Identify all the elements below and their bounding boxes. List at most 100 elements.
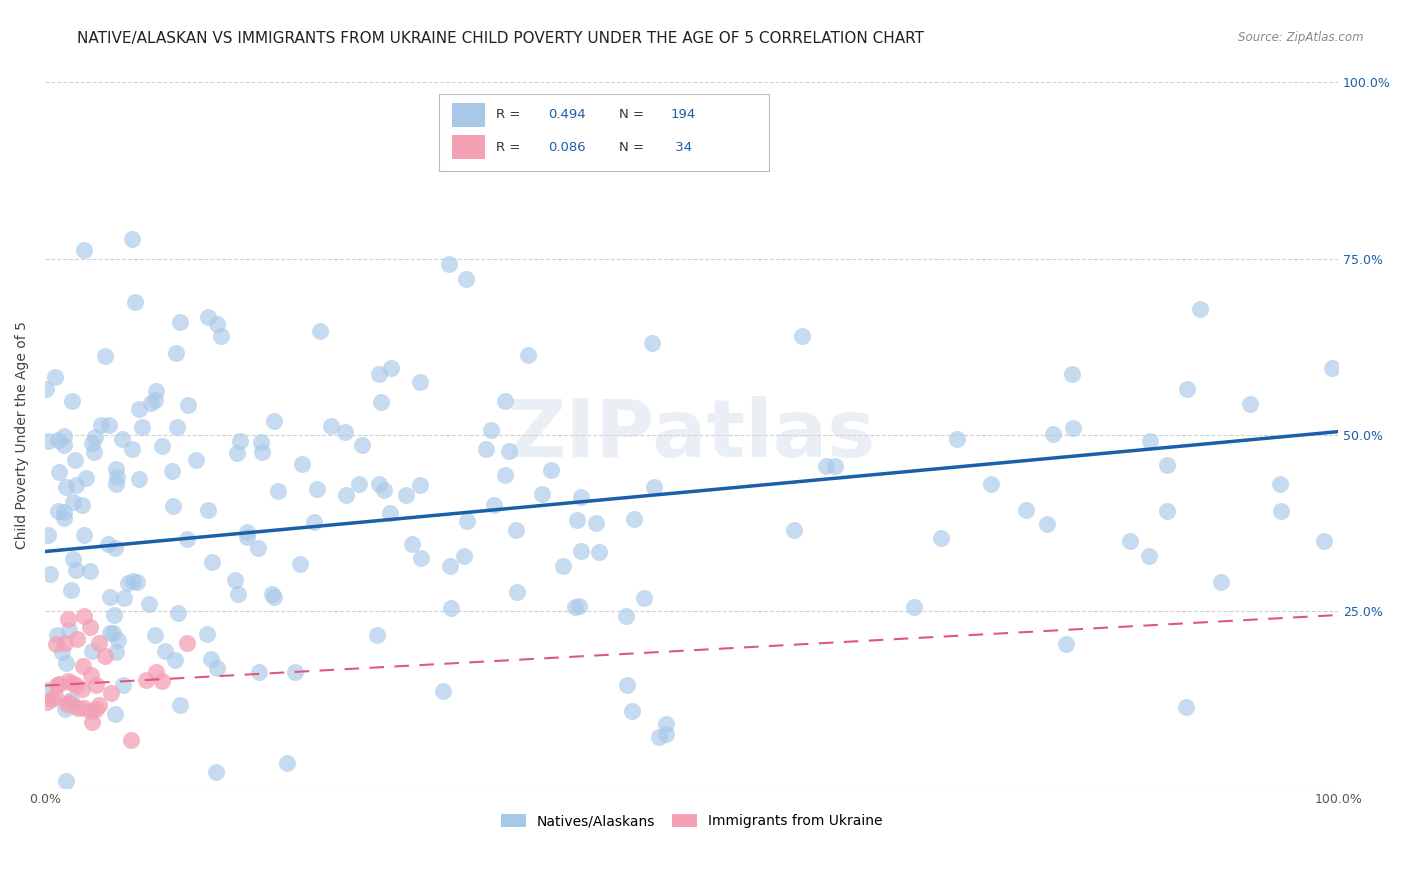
Point (48, 677, 70, 691)
Point (59, 693, 82, 707)
Point (143, 628, 166, 642)
Point (370, 394, 392, 409)
Point (814, 459, 837, 474)
Legend: Natives/Alaskans, Immigrants from Ukraine: Natives/Alaskans, Immigrants from Ukrain… (495, 808, 889, 834)
Point (614, 609, 637, 624)
Point (127, 575, 149, 590)
Point (105, 476, 128, 491)
Point (380, 361, 402, 376)
Point (1156, 504, 1178, 518)
Text: 0.086: 0.086 (548, 141, 586, 153)
Point (128, 472, 150, 486)
Point (55, 697, 77, 711)
Point (439, 257, 461, 271)
Point (104, 645, 127, 659)
Point (177, 398, 200, 412)
Point (479, 423, 502, 437)
Point (97, 417, 120, 432)
Point (75, 470, 97, 484)
Point (367, 477, 389, 491)
Point (35, 683, 58, 698)
Point (58, 695, 80, 709)
Point (565, 513, 588, 527)
Point (65, 478, 87, 492)
Point (252, 445, 274, 459)
Point (980, 477, 1002, 491)
Point (94, 649, 117, 664)
Point (401, 537, 423, 551)
Point (654, 727, 676, 741)
Point (44, 689, 66, 703)
Point (58, 611, 80, 625)
Point (73, 528, 96, 542)
Point (53, 702, 76, 716)
Point (103, 541, 125, 556)
Point (87, 698, 110, 712)
Point (39, 567, 62, 582)
Point (55, 657, 77, 671)
Point (616, 678, 638, 692)
Point (165, 345, 187, 359)
Point (250, 434, 273, 449)
Point (62, 494, 84, 508)
Point (53, 429, 76, 443)
Point (498, 444, 520, 458)
Point (494, 467, 516, 482)
Point (143, 392, 166, 407)
Point (117, 576, 139, 591)
Point (284, 665, 307, 680)
Point (45, 628, 67, 642)
Point (569, 544, 592, 558)
Point (1036, 516, 1059, 531)
Point (267, 484, 290, 499)
Point (163, 653, 186, 667)
Point (623, 511, 645, 525)
Point (169, 698, 191, 713)
Point (263, 590, 285, 604)
Point (58, 623, 80, 637)
Point (531, 487, 554, 501)
Point (1137, 549, 1160, 564)
Point (60, 582, 83, 597)
Point (228, 586, 250, 600)
Point (367, 368, 389, 382)
Point (1270, 504, 1292, 518)
Point (236, 524, 259, 539)
Point (48, 465, 70, 479)
Point (373, 483, 395, 497)
Point (90, 418, 112, 433)
Point (80, 714, 103, 729)
Point (1313, 534, 1336, 549)
Point (135, 673, 157, 687)
Point (79, 564, 101, 578)
Point (335, 425, 357, 439)
Point (1015, 502, 1038, 516)
Point (94, 349, 117, 363)
Point (1062, 421, 1084, 435)
Point (63, 452, 86, 467)
Point (585, 516, 607, 530)
Point (80, 704, 103, 718)
Point (1119, 533, 1142, 548)
Text: Source: ZipAtlas.com: Source: ZipAtlas.com (1239, 31, 1364, 45)
Point (195, 627, 218, 641)
Point (124, 295, 146, 310)
Point (72, 608, 94, 623)
Point (648, 730, 671, 744)
Point (107, 633, 129, 648)
Point (946, 432, 969, 446)
Point (84, 678, 107, 692)
Point (246, 541, 269, 556)
Point (395, 488, 418, 502)
Point (260, 587, 283, 601)
Point (440, 600, 463, 615)
Point (72, 658, 94, 673)
Point (568, 599, 591, 613)
Point (63, 699, 86, 714)
Point (205, 661, 228, 675)
Point (205, 317, 228, 331)
Point (56, 673, 79, 688)
Point (121, 442, 143, 456)
Point (70, 498, 93, 512)
Point (276, 756, 298, 770)
